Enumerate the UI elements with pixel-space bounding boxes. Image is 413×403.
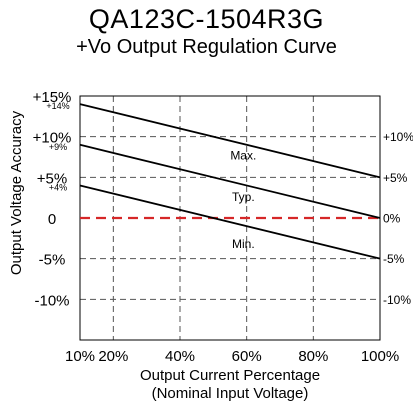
x-axis-sublabel: (Nominal Input Voltage) <box>151 385 309 402</box>
x-tick-label: 40% <box>165 348 195 365</box>
x-axis-label: Output Current Percentage <box>139 367 321 384</box>
y-tick-label-left: +15% <box>33 89 72 106</box>
x-tick-label: 80% <box>298 348 328 365</box>
x-tick-label: 100% <box>361 348 399 365</box>
x-tick-label: 20% <box>98 348 128 365</box>
x-tick-label: 60% <box>232 348 262 365</box>
series-line-max <box>79 103 381 179</box>
y-minor-tick-label-left: +14% <box>46 101 69 111</box>
y-tick-label-right: +10% <box>383 130 413 144</box>
y-tick-label-left: -5% <box>39 252 66 269</box>
y-minor-tick-label-left: +4% <box>49 182 67 192</box>
series-label-typ: Typ. <box>232 190 255 204</box>
y-tick-label-left: -10% <box>34 292 69 309</box>
chart-title: QA123C-1504R3G <box>88 4 325 34</box>
series-line-min <box>79 184 381 260</box>
y-tick-label-left: 0 <box>48 211 56 228</box>
series-label-max: Max. <box>230 148 256 162</box>
y-tick-label-left: +5% <box>37 170 67 187</box>
series-line-typ <box>79 143 381 219</box>
x-tick-label: 10% <box>65 348 95 365</box>
chart-subtitle: +Vo Output Regulation Curve <box>76 36 337 58</box>
y-minor-tick-label-left: +9% <box>49 142 67 152</box>
y-tick-label-right: -5% <box>383 252 405 266</box>
series-label-min: Min. <box>232 237 255 251</box>
y-tick-label-left: +10% <box>33 130 72 147</box>
y-tick-label-right: 0% <box>383 212 401 226</box>
y-tick-label-right: +5% <box>383 171 408 185</box>
y-tick-label-right: -10% <box>383 293 411 307</box>
